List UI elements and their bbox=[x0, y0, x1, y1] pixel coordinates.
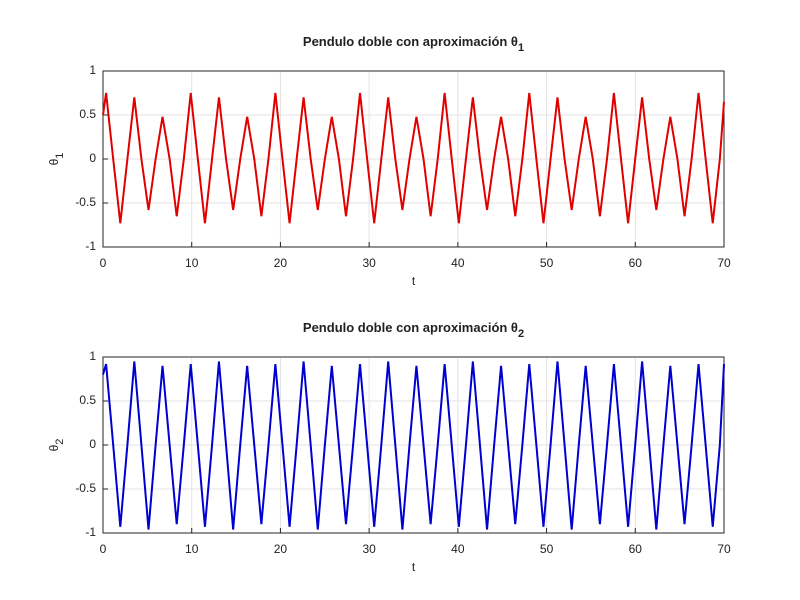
x-tick-label: 60 bbox=[629, 542, 643, 556]
y-tick-label: -1 bbox=[85, 525, 96, 539]
x-tick-label: 60 bbox=[629, 256, 643, 270]
x-tick-label: 40 bbox=[451, 256, 465, 270]
chart-title: Pendulo doble con aproximación θ1 bbox=[303, 34, 524, 53]
axes-box bbox=[102, 356, 725, 534]
x-tick-label: 0 bbox=[100, 542, 107, 556]
y-tick-label: -1 bbox=[85, 239, 96, 253]
data-line bbox=[102, 92, 725, 224]
x-tick-label: 20 bbox=[274, 256, 288, 270]
x-tick-label: 30 bbox=[362, 256, 376, 270]
x-tick-label: 40 bbox=[451, 542, 465, 556]
y-label-text: θ bbox=[47, 444, 61, 451]
chart-title: Pendulo doble con aproximación θ2 bbox=[303, 320, 524, 339]
title-text: Pendulo doble con aproximación θ bbox=[303, 320, 518, 335]
x-tick-label: 50 bbox=[540, 542, 554, 556]
x-tick-label: 10 bbox=[185, 256, 199, 270]
y-tick-label: 0.5 bbox=[79, 107, 96, 121]
x-tick-label: 30 bbox=[362, 542, 376, 556]
x-tick-label: 0 bbox=[100, 256, 107, 270]
x-tick-label: 20 bbox=[274, 542, 288, 556]
title-subscript: 1 bbox=[518, 42, 524, 54]
y-label-text: θ bbox=[47, 158, 61, 165]
y-label-subscript: 1 bbox=[54, 153, 66, 159]
y-tick-label: 1 bbox=[89, 349, 96, 363]
x-axis-label: t bbox=[412, 560, 416, 574]
x-tick-label: 70 bbox=[717, 256, 731, 270]
y-tick-label: 0 bbox=[89, 151, 96, 165]
title-subscript: 2 bbox=[518, 328, 524, 340]
y-axis-label: θ2 bbox=[47, 439, 66, 452]
x-tick-label: 10 bbox=[185, 542, 199, 556]
data-line bbox=[102, 361, 725, 530]
x-tick-label: 70 bbox=[717, 542, 731, 556]
y-axis-label: θ1 bbox=[47, 153, 66, 166]
y-tick-label: 1 bbox=[89, 63, 96, 77]
y-tick-label: 0 bbox=[89, 437, 96, 451]
title-text: Pendulo doble con aproximación θ bbox=[303, 34, 518, 49]
y-tick-label: -0.5 bbox=[75, 481, 96, 495]
x-tick-label: 50 bbox=[540, 256, 554, 270]
y-tick-label: -0.5 bbox=[75, 195, 96, 209]
x-axis-label: t bbox=[412, 274, 416, 288]
y-tick-label: 0.5 bbox=[79, 393, 96, 407]
axes-box bbox=[102, 70, 725, 248]
y-label-subscript: 2 bbox=[54, 439, 66, 445]
